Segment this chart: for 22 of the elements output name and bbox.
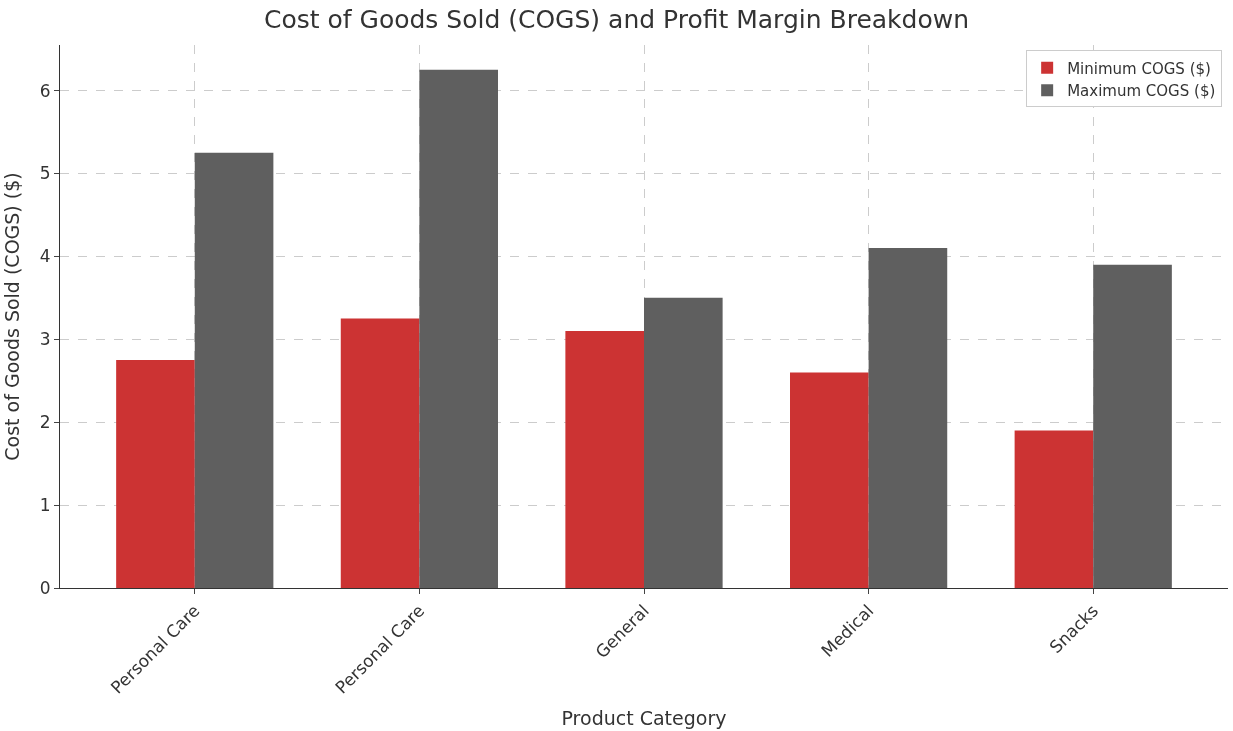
bar [644,297,723,588]
legend-label: Minimum COGS ($) [1067,59,1211,78]
y-tick-label: 1 [39,495,51,516]
y-tick-label: 3 [39,329,51,350]
chart-title: Cost of Goods Sold (COGS) and Profit Margin Breakdown [263,5,970,35]
bar [116,360,195,588]
bar [565,331,644,588]
y-axis-title: Cost of Goods Sold (COGS) ($) [0,172,23,461]
bar [1093,264,1172,588]
bar [790,372,869,588]
y-tick-label: 4 [39,246,51,267]
bar [419,69,498,588]
y-tick-label: 6 [39,80,51,101]
x-axis-title: Product Category [561,707,727,730]
bar [194,152,274,588]
y-tick-label: 0 [39,577,51,598]
bar [340,318,420,588]
y-tick-label: 5 [39,163,51,184]
bar [1014,430,1094,588]
y-tick-label: 2 [39,412,51,433]
legend-label: Maximum COGS ($) [1067,82,1216,101]
bar [868,248,948,588]
